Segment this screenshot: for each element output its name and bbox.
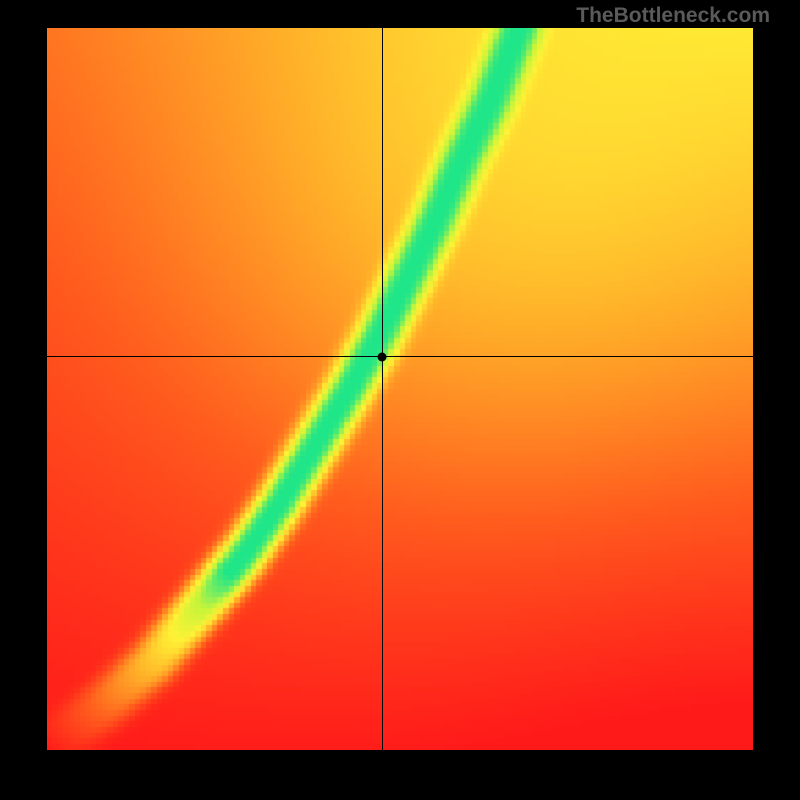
crosshair-vertical [382,28,383,750]
watermark-text: TheBottleneck.com [576,4,770,28]
crosshair-marker [378,352,387,361]
heatmap-canvas [47,28,753,750]
chart-container: TheBottleneck.com [0,0,800,800]
crosshair-horizontal [47,356,753,357]
